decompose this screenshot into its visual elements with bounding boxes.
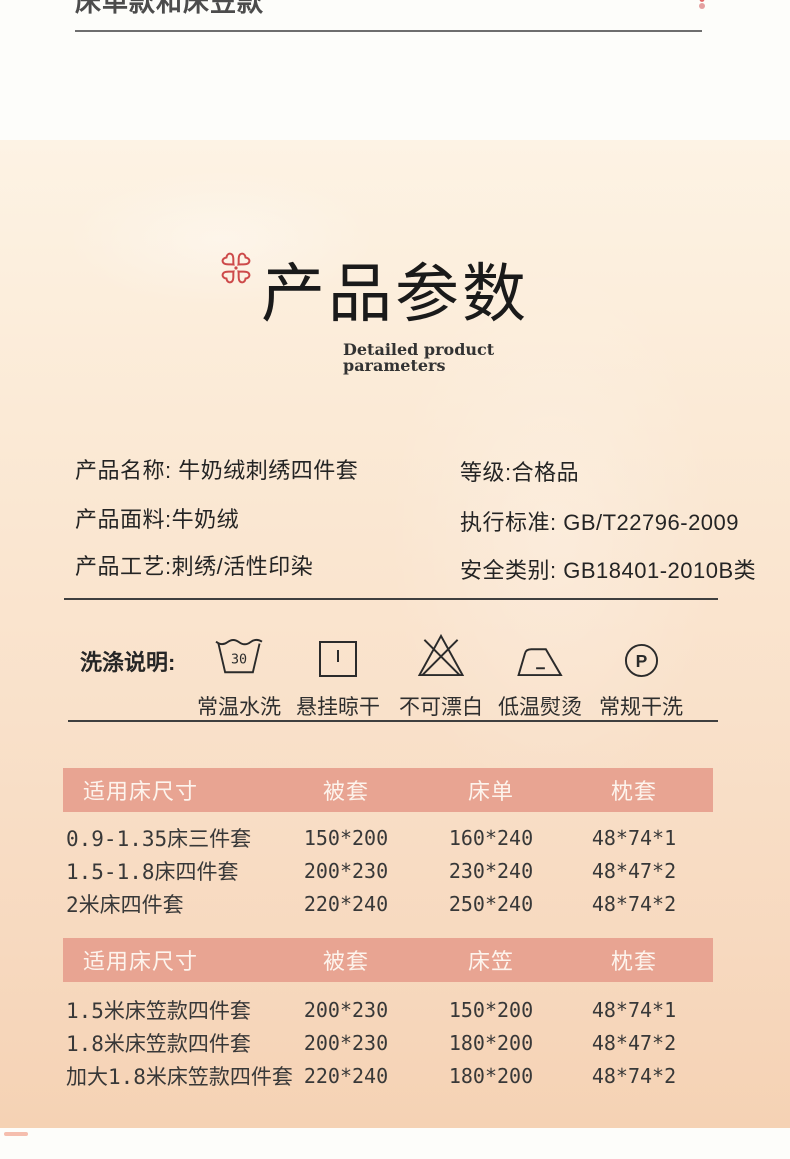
size-table-flat-sheet: 适用床尺寸 被套 床单 枕套 0.9-1.35床三件套 150*200 160*… (63, 768, 713, 920)
column-header-size: 适用床尺寸 (83, 779, 199, 804)
wash-item-normal-wash: 30 常温水洗 (187, 628, 291, 721)
cell-pillow: 48*74*1 (591, 825, 677, 850)
cell-sheet: 250*240 (448, 891, 534, 916)
column-header-sheet: 床单 (467, 779, 515, 804)
table-row: 0.9-1.35床三件套 150*200 160*240 48*74*1 (63, 821, 713, 854)
cell-sheet: 230*240 (448, 858, 534, 883)
svg-text:30: 30 (231, 653, 247, 668)
row-size-label: 2米床四件套 (66, 892, 184, 917)
cell-fitted: 180*200 (448, 1063, 534, 1088)
column-header-duvet: 被套 (322, 949, 370, 974)
row-size-label: 1.5-1.8床四件套 (66, 859, 239, 884)
next-section-edge (4, 1132, 28, 1136)
column-header-duvet: 被套 (322, 779, 370, 804)
column-header-pillow: 枕套 (610, 779, 658, 804)
table-row: 1.8米床笠款四件套 200*230 180*200 48*47*2 (63, 1026, 713, 1059)
table-header-row: 适用床尺寸 被套 床单 枕套 (63, 768, 713, 812)
cell-duvet: 200*230 (303, 858, 389, 883)
wash-item-label: 悬挂晾干 (296, 696, 380, 719)
table-header-row: 适用床尺寸 被套 床笠 枕套 (63, 938, 713, 982)
wash-item-low-iron: 低温熨烫 (488, 628, 592, 721)
cell-sheet: 160*240 (448, 825, 534, 850)
cell-pillow: 48*74*1 (591, 997, 677, 1022)
row-size-label: 加大1.8米床笠款四件套 (66, 1064, 293, 1089)
wash-30-icon: 30 (213, 628, 265, 678)
no-bleach-icon (416, 628, 466, 678)
cell-fitted: 150*200 (448, 997, 534, 1022)
spec-product-name: 产品名称: 牛奶绒刺绣四件套 (75, 458, 359, 483)
wash-item-label: 常规干洗 (599, 696, 683, 719)
cell-duvet: 200*230 (303, 1030, 389, 1055)
wash-item-no-bleach: 不可漂白 (389, 628, 493, 721)
spec-fabric: 产品面料:牛奶绒 (75, 507, 240, 532)
cell-fitted: 180*200 (448, 1030, 534, 1055)
wash-item-label: 不可漂白 (399, 696, 483, 719)
row-size-label: 1.8米床笠款四件套 (66, 1031, 251, 1056)
subtitle-line2: parameters (343, 356, 446, 375)
svg-text:P: P (635, 651, 647, 671)
wash-item-hang-dry: 悬挂晾干 (286, 628, 390, 721)
table-row: 1.5-1.8床四件套 200*230 230*240 48*47*2 (63, 854, 713, 887)
row-size-label: 1.5米床笠款四件套 (66, 998, 251, 1023)
section-divider (75, 30, 702, 32)
washing-label: 洗涤说明: (80, 650, 176, 675)
wash-item-label: 常温水洗 (197, 696, 281, 719)
iron-low-temp-icon (516, 628, 564, 678)
divider-bottom (68, 720, 718, 722)
wash-item-label: 低温熨烫 (498, 696, 582, 719)
spec-craft: 产品工艺:刺绣/活性印染 (75, 554, 314, 579)
cell-pillow: 48*74*2 (591, 891, 677, 916)
cell-pillow: 48*47*2 (591, 1030, 677, 1055)
drip-dry-icon (318, 628, 358, 678)
flower-icon (221, 252, 251, 284)
spec-safety-class: 安全类别: GB18401-2010B类 (460, 558, 757, 583)
page-title: 产品参数 (261, 258, 529, 332)
column-header-fitted: 床笠 (467, 949, 515, 974)
spec-grade: 等级:合格品 (460, 460, 580, 485)
cell-duvet: 220*240 (303, 1063, 389, 1088)
cell-duvet: 150*200 (303, 825, 389, 850)
spec-standard: 执行标准: GB/T22796-2009 (460, 510, 740, 535)
divider-top (64, 598, 718, 600)
wash-item-dry-clean: P 常规干洗 (589, 628, 693, 721)
dry-clean-icon: P (624, 628, 659, 678)
table-row: 2米床四件套 220*240 250*240 48*74*2 (63, 887, 713, 920)
subtitle-line1: Detailed product (343, 340, 495, 359)
column-header-size: 适用床尺寸 (83, 949, 199, 974)
cell-pillow: 48*74*2 (591, 1063, 677, 1088)
page-subtitle: Detailed product parameters (343, 342, 494, 374)
column-header-pillow: 枕套 (610, 949, 658, 974)
previous-section-title: 床单款和床笠款 (75, 0, 265, 17)
cell-duvet: 200*230 (303, 997, 389, 1022)
cell-pillow: 48*47*2 (591, 858, 677, 883)
table-row: 加大1.8米床笠款四件套 220*240 180*200 48*74*2 (63, 1059, 713, 1092)
mini-flower-icon (699, 0, 705, 9)
size-table-fitted-sheet: 适用床尺寸 被套 床笠 枕套 1.5米床笠款四件套 200*230 150*20… (63, 938, 713, 1092)
row-size-label: 0.9-1.35床三件套 (66, 826, 252, 851)
table-row: 1.5米床笠款四件套 200*230 150*200 48*74*1 (63, 993, 713, 1026)
cell-duvet: 220*240 (303, 891, 389, 916)
